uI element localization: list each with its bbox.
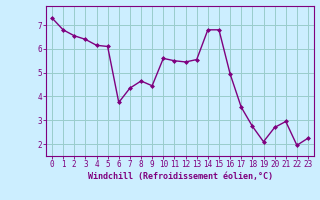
X-axis label: Windchill (Refroidissement éolien,°C): Windchill (Refroidissement éolien,°C): [87, 172, 273, 181]
